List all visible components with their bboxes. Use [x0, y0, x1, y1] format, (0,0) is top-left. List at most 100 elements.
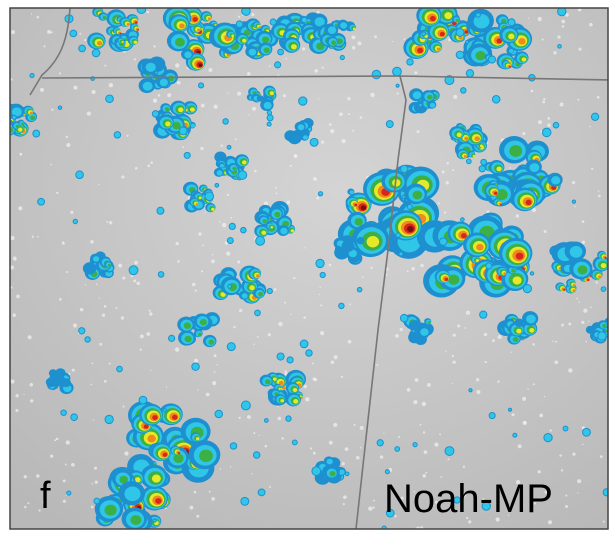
cloud-cell: [513, 276, 522, 284]
speckle: [93, 419, 94, 420]
speckle: [226, 252, 230, 256]
small-cell: [79, 46, 85, 52]
cloud-cell: [190, 107, 195, 111]
speckle: [457, 324, 460, 327]
cloud-cell: [185, 336, 192, 343]
cloud-cell: [587, 279, 589, 281]
speckle: [322, 67, 324, 69]
speckle: [126, 135, 128, 137]
small-cell: [461, 88, 465, 92]
speckle: [329, 264, 332, 267]
cloud-cell: [261, 231, 266, 235]
speckle: [66, 271, 68, 273]
speckle: [484, 333, 487, 336]
speckle: [372, 506, 374, 508]
speckle: [208, 68, 212, 72]
small-cell: [312, 467, 320, 475]
cloud-cell: [93, 256, 99, 262]
cloud-cell: [420, 328, 428, 336]
speckle: [214, 371, 216, 373]
speckle: [10, 236, 14, 240]
speckle: [349, 303, 351, 305]
speckle: [547, 123, 551, 127]
cloud-cell: [563, 289, 565, 291]
speckle: [106, 221, 108, 223]
cloud-cell: [464, 137, 468, 141]
cloud-cell: [511, 269, 515, 273]
speckle: [400, 328, 403, 331]
cloud-cell: [340, 22, 347, 28]
speckle: [553, 51, 556, 54]
speckle: [294, 154, 298, 158]
cloud-cell: [197, 29, 200, 32]
speckle: [189, 506, 193, 510]
small-cell: [407, 59, 412, 64]
speckle: [600, 455, 603, 458]
small-cell: [74, 220, 77, 223]
small-cell: [378, 440, 383, 445]
speckle: [518, 444, 522, 448]
speckle: [342, 462, 345, 465]
speckle: [13, 257, 17, 261]
small-cell: [395, 447, 399, 451]
speckle: [603, 520, 605, 522]
speckle: [94, 467, 97, 470]
cloud-cell: [598, 275, 601, 278]
cloud-cell: [577, 265, 587, 274]
small-cell: [228, 343, 235, 350]
speckle: [293, 277, 295, 279]
cloud-cell: [105, 505, 117, 516]
speckle: [123, 406, 125, 408]
speckle: [227, 194, 229, 196]
speckle: [140, 349, 142, 351]
cloud-cell: [526, 315, 536, 324]
speckle: [275, 193, 277, 195]
speckle: [329, 123, 332, 126]
small-cell: [413, 330, 415, 332]
small-cell: [419, 104, 421, 106]
cloud-cell: [291, 130, 303, 141]
speckle: [415, 378, 419, 382]
speckle: [10, 78, 12, 80]
cloud-cell: [291, 229, 294, 232]
speckle: [66, 143, 70, 147]
cloud-cell: [249, 49, 257, 56]
speckle: [497, 380, 499, 382]
speckle: [561, 20, 565, 24]
speckle: [102, 314, 105, 317]
speckle: [212, 254, 214, 256]
speckle: [577, 479, 581, 483]
speckle: [109, 363, 111, 365]
speckle: [561, 469, 563, 471]
small-cell: [480, 311, 486, 317]
speckle: [247, 72, 250, 75]
speckle: [397, 92, 399, 94]
cloud-cell: [273, 377, 277, 380]
cloud-cell: [500, 204, 502, 206]
speckle: [198, 389, 199, 390]
cloud-cell: [605, 257, 607, 259]
cloud-cell: [355, 218, 363, 226]
speckle: [251, 13, 254, 16]
small-cell: [393, 68, 401, 76]
speckle: [214, 354, 217, 357]
small-cell: [138, 5, 146, 13]
cloud-cell: [242, 293, 248, 298]
small-cell: [467, 160, 471, 164]
speckle: [15, 409, 18, 412]
speckle: [561, 324, 564, 327]
cloud-cell: [298, 124, 305, 130]
small-cell: [228, 285, 231, 288]
small-cell: [311, 139, 318, 146]
speckle: [96, 283, 98, 285]
speckle: [265, 445, 268, 448]
speckle: [37, 16, 40, 19]
speckle: [352, 130, 354, 132]
cloud-cell: [331, 40, 336, 45]
speckle: [90, 240, 94, 244]
cloud-cell: [127, 23, 130, 26]
small-cell: [386, 470, 389, 473]
speckle: [50, 455, 53, 458]
speckle: [452, 169, 454, 171]
small-cell: [490, 413, 495, 418]
